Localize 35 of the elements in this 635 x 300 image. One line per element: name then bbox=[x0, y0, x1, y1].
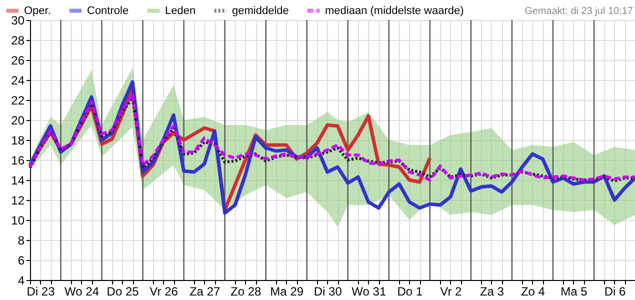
y-tick-label: 6 bbox=[18, 254, 25, 268]
y-tick-label: 28 bbox=[11, 34, 25, 48]
x-tick-label: Do 25 bbox=[106, 284, 140, 298]
x-tick-label: Zo 28 bbox=[230, 284, 262, 298]
legend-label: Controle bbox=[87, 4, 129, 17]
y-tick-label: 4 bbox=[18, 274, 25, 288]
y-tick-label: 14 bbox=[11, 174, 25, 188]
y-tick-label: 10 bbox=[11, 214, 25, 228]
y-tick-label: 24 bbox=[11, 74, 25, 88]
x-tick-label: Vr 2 bbox=[440, 284, 462, 298]
y-tick-label: 20 bbox=[11, 114, 25, 128]
legend-label: Oper. bbox=[24, 4, 51, 17]
y-tick-label: 18 bbox=[11, 134, 25, 148]
x-tick-label: Za 3 bbox=[480, 284, 504, 298]
x-tick-label: Di 6 bbox=[604, 284, 626, 298]
x-tick-label: Zo 4 bbox=[520, 284, 546, 298]
x-tick-label: Wo 31 bbox=[352, 284, 386, 298]
y-tick-label: 16 bbox=[11, 154, 25, 168]
y-tick-label: 30 bbox=[11, 14, 25, 28]
text: Gemaakt: di 23 jul 10:17 bbox=[524, 6, 634, 17]
y-tick-label: 26 bbox=[11, 54, 25, 68]
x-tick-label: Do 1 bbox=[397, 284, 423, 298]
x-tick-label: Di 30 bbox=[314, 284, 342, 298]
x-tick-label: Vr 26 bbox=[150, 284, 178, 298]
legend-label: mediaan (middelste waarde) bbox=[325, 4, 464, 17]
x-tick-label: Ma 29 bbox=[270, 284, 304, 298]
legend-label: Leden bbox=[165, 4, 196, 17]
x-tick-label: Ma 5 bbox=[560, 284, 588, 298]
x-tick-label: Wo 24 bbox=[64, 284, 100, 298]
legend-label: gemiddelde bbox=[232, 4, 289, 17]
x-tick-label: Za 27 bbox=[189, 284, 220, 298]
x-tick-label: Di 23 bbox=[26, 284, 56, 298]
y-tick-label: 8 bbox=[18, 234, 25, 248]
y-tick-label: 12 bbox=[11, 194, 25, 208]
y-tick-label: 22 bbox=[11, 94, 25, 108]
